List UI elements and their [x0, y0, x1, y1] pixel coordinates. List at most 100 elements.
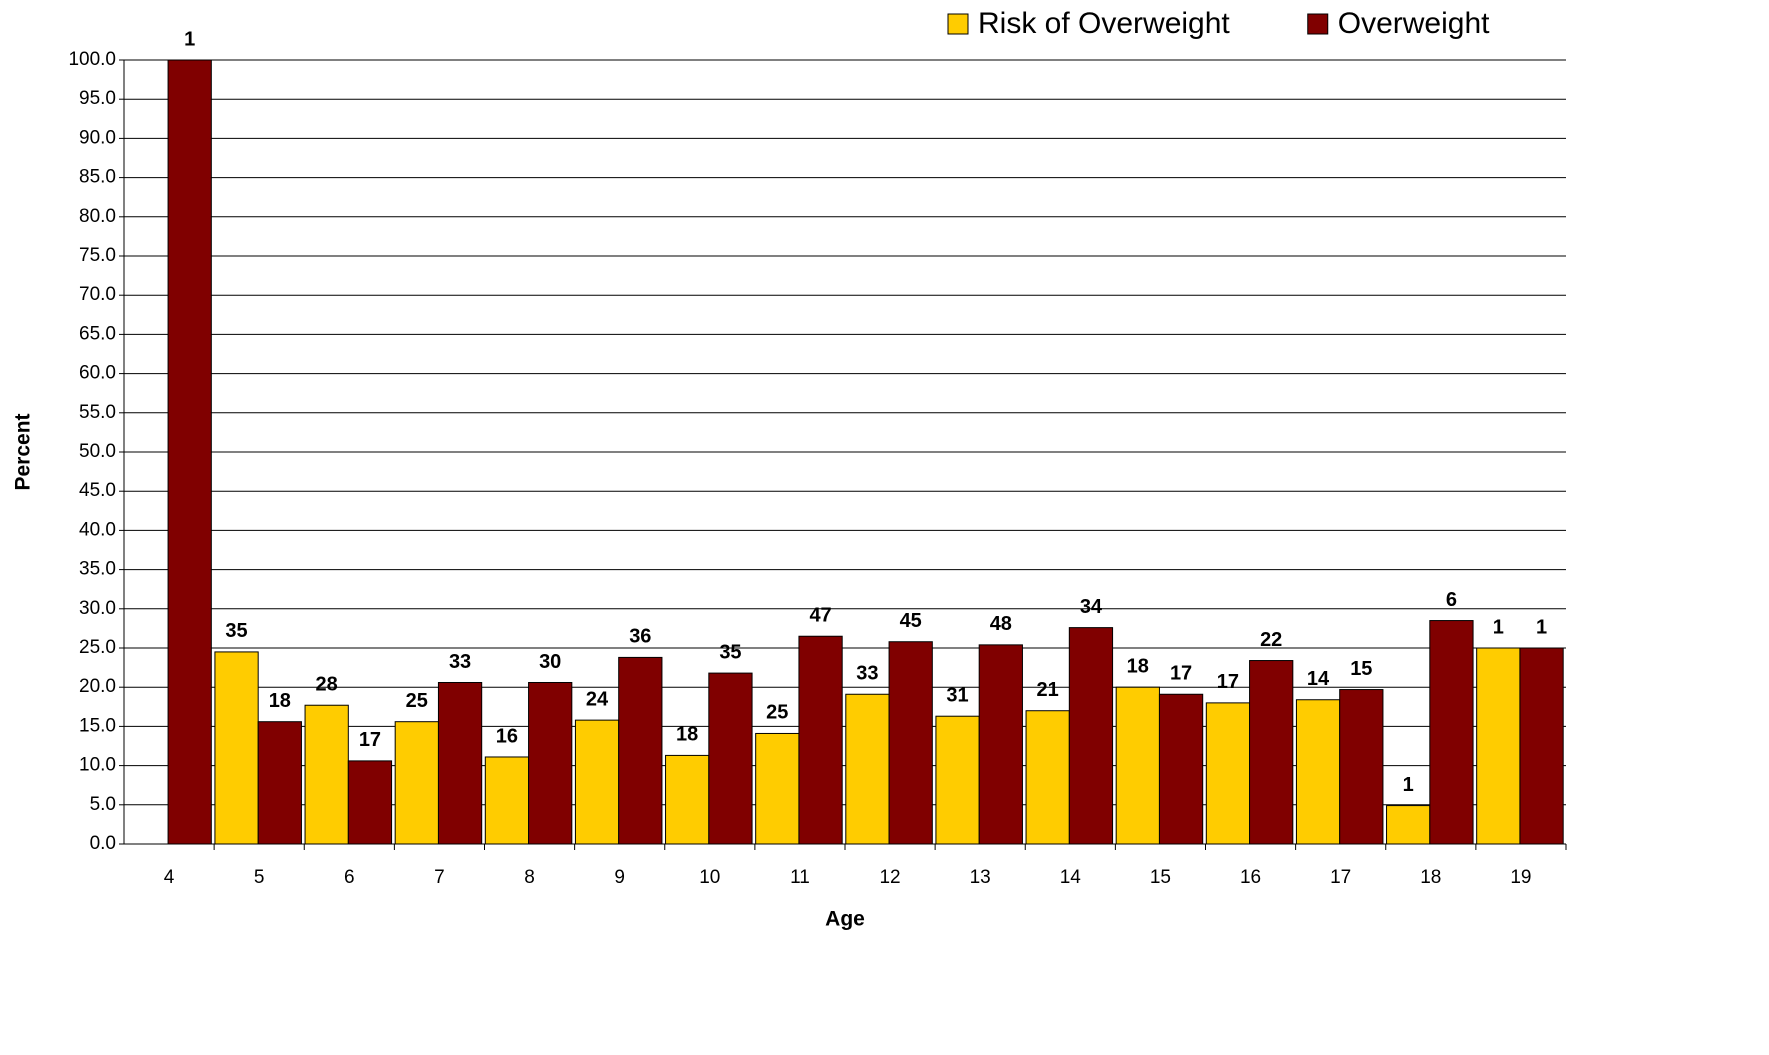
x-tick-label: 10 — [699, 867, 720, 888]
data-label: 16 — [496, 725, 518, 747]
data-label: 22 — [1260, 629, 1282, 651]
y-tick-label: 55.0 — [79, 402, 116, 423]
x-tick-label: 5 — [254, 867, 265, 888]
x-tick-label: 13 — [970, 867, 991, 888]
data-label: 21 — [1037, 679, 1059, 701]
x-tick-label: 16 — [1240, 867, 1261, 888]
bar — [978, 644, 1023, 845]
bar — [574, 719, 620, 845]
data-label: 30 — [539, 651, 561, 673]
data-label: 17 — [1170, 663, 1192, 685]
bar — [1519, 647, 1564, 845]
y-tick-label: 65.0 — [79, 323, 116, 344]
data-label: 15 — [1350, 658, 1372, 680]
bar — [798, 635, 843, 845]
y-tick-label: 0.0 — [90, 833, 116, 854]
x-tick-label: 12 — [879, 867, 900, 888]
bar — [304, 704, 349, 845]
bar — [1205, 702, 1251, 845]
y-tick-label: 75.0 — [79, 245, 116, 266]
y-tick-label: 10.0 — [79, 755, 116, 776]
bar — [618, 656, 663, 845]
legend-label: Risk of Overweight — [978, 7, 1230, 40]
x-tick-label: 18 — [1420, 867, 1441, 888]
y-tick-label: 50.0 — [79, 441, 116, 462]
y-tick-label: 40.0 — [79, 519, 116, 540]
data-label: 47 — [809, 605, 831, 627]
bar — [1295, 699, 1341, 845]
x-tick-label: 14 — [1060, 867, 1082, 888]
data-label: 48 — [990, 613, 1012, 635]
y-tick-label: 20.0 — [79, 676, 116, 697]
bar — [437, 681, 483, 845]
data-label: 34 — [1080, 596, 1103, 618]
y-tick-label: 60.0 — [79, 363, 116, 384]
bar — [528, 681, 573, 845]
data-label: 18 — [269, 690, 291, 712]
x-tick-label: 8 — [524, 867, 535, 888]
x-tick-label: 4 — [164, 867, 175, 888]
y-tick-label: 15.0 — [79, 715, 116, 736]
bar — [935, 715, 980, 845]
data-label: 17 — [1217, 671, 1239, 693]
data-label: 18 — [1127, 655, 1149, 677]
data-label: 1 — [1536, 616, 1547, 638]
bar — [888, 641, 933, 845]
bar — [1429, 620, 1474, 845]
y-tick-label: 30.0 — [79, 598, 116, 619]
legend-label: Overweight — [1338, 7, 1490, 40]
y-tick-label: 90.0 — [79, 127, 116, 148]
x-tick-label: 19 — [1510, 867, 1531, 888]
data-label: 25 — [406, 690, 428, 712]
data-label: 25 — [766, 702, 788, 724]
data-label: 18 — [676, 724, 698, 746]
y-tick-label: 5.0 — [90, 794, 116, 815]
data-label: 1 — [1403, 774, 1414, 796]
data-label: 28 — [316, 674, 338, 696]
data-label: 31 — [946, 684, 968, 706]
bar — [755, 732, 800, 845]
y-tick-label: 35.0 — [79, 559, 116, 580]
x-axis-label: Age — [825, 908, 865, 931]
bar — [394, 721, 439, 845]
legend-swatch — [947, 13, 969, 35]
bar — [1158, 693, 1204, 845]
data-label: 33 — [856, 663, 878, 685]
data-label: 33 — [449, 651, 471, 673]
data-label: 24 — [586, 688, 609, 710]
bar — [1386, 805, 1431, 845]
bar — [1025, 710, 1070, 845]
bar — [1339, 689, 1384, 845]
bar — [1476, 647, 1521, 845]
bar — [214, 651, 259, 845]
y-tick-label: 85.0 — [79, 167, 116, 188]
x-tick-label: 15 — [1150, 867, 1171, 888]
data-label: 35 — [719, 641, 741, 663]
data-label: 1 — [1493, 616, 1504, 638]
x-tick-label: 17 — [1330, 867, 1351, 888]
bar — [845, 693, 890, 845]
bar — [257, 721, 302, 845]
x-tick-label: 11 — [790, 867, 810, 888]
y-tick-label: 100.0 — [68, 49, 116, 70]
x-tick-label: 7 — [434, 867, 445, 888]
data-label: 1 — [184, 28, 195, 50]
data-label: 14 — [1307, 668, 1330, 690]
data-label: 36 — [629, 626, 651, 648]
data-label: 45 — [900, 610, 922, 632]
x-tick-label: 6 — [344, 867, 355, 888]
bar — [1115, 686, 1160, 845]
y-tick-label: 95.0 — [79, 88, 116, 109]
bar — [665, 754, 710, 845]
bar — [484, 756, 530, 845]
data-label: 17 — [359, 729, 381, 751]
y-tick-label: 25.0 — [79, 637, 116, 658]
bar — [167, 59, 212, 845]
legend-swatch — [1307, 13, 1329, 35]
bar — [708, 672, 753, 845]
x-tick-label: 9 — [614, 867, 625, 888]
y-tick-label: 45.0 — [79, 480, 116, 501]
bar — [1068, 627, 1114, 845]
y-tick-label: 70.0 — [79, 284, 116, 305]
